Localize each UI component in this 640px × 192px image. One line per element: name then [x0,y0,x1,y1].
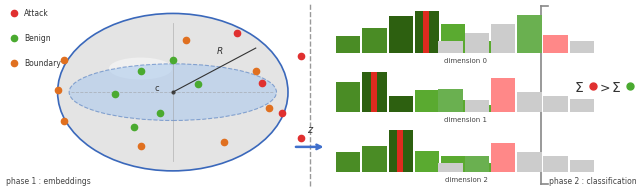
Bar [543,96,568,112]
Bar [517,151,541,172]
Bar [570,41,594,53]
Bar [388,96,413,112]
Bar [465,100,489,112]
Text: Attack: Attack [24,9,49,18]
Bar [543,35,568,53]
Bar [441,156,465,172]
Bar [415,151,439,172]
Bar [517,92,541,112]
Bar [543,156,568,172]
Bar [491,143,515,172]
Bar [371,72,377,112]
Bar [467,41,492,53]
Text: z: z [307,125,312,135]
Bar [491,24,515,53]
Bar [441,24,465,53]
Bar [438,163,463,172]
Bar [570,99,594,112]
Text: Benign: Benign [24,34,51,43]
Bar [336,151,360,172]
Ellipse shape [69,64,276,121]
Bar [438,89,463,112]
Bar [570,160,594,172]
Ellipse shape [58,13,288,171]
Bar [336,82,360,112]
Text: c: c [155,84,159,93]
Bar [397,130,403,172]
Text: dimension 1: dimension 1 [445,117,488,123]
Bar [362,146,387,172]
Bar [362,72,387,112]
Bar [415,90,439,112]
Text: dimension 0: dimension 0 [445,58,488,64]
Bar [362,28,387,53]
Bar [441,100,465,112]
Bar [388,16,413,53]
Bar [438,41,463,53]
Text: dimension 2: dimension 2 [445,177,488,183]
Bar [336,36,360,53]
Bar [467,163,492,172]
Text: Boundary: Boundary [24,59,61,68]
Bar [517,15,541,53]
Bar [388,130,413,172]
Text: >: > [600,82,610,95]
Bar [491,78,515,112]
Bar [423,11,429,53]
Bar [467,105,492,112]
Ellipse shape [109,58,172,79]
Text: $\Sigma$: $\Sigma$ [574,81,584,95]
Text: phase 1 : embeddings: phase 1 : embeddings [6,177,91,186]
Text: phase 2 : classification: phase 2 : classification [549,177,637,186]
Bar [465,156,489,172]
Bar [465,32,489,53]
Text: R: R [216,47,223,56]
Text: $\Sigma$: $\Sigma$ [611,81,621,95]
Bar [415,11,439,53]
